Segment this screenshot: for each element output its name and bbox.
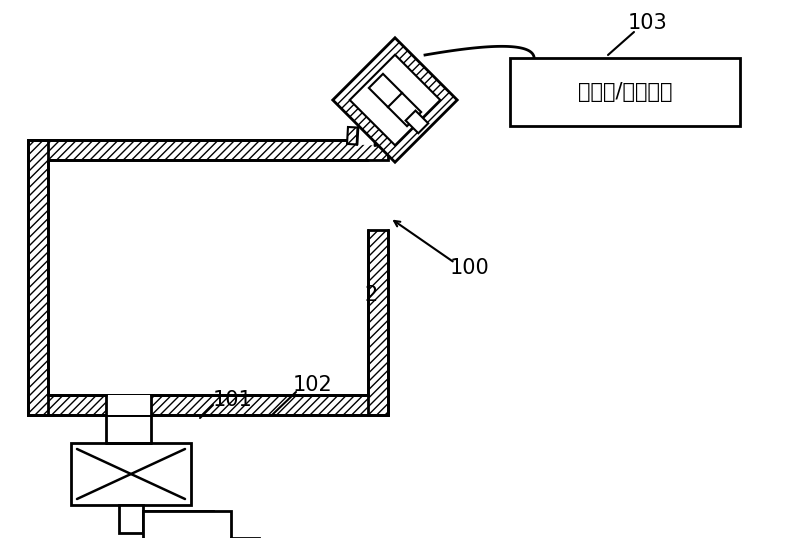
Polygon shape: [28, 140, 388, 160]
Text: 101: 101: [213, 390, 253, 410]
Text: 103: 103: [628, 13, 668, 33]
Text: 动力源/显示装置: 动力源/显示装置: [578, 82, 672, 102]
Bar: [406, 111, 428, 133]
Bar: [71, 443, 191, 505]
Text: 102: 102: [293, 375, 333, 395]
Polygon shape: [28, 140, 48, 415]
Bar: [48, 160, 368, 395]
Polygon shape: [106, 395, 151, 415]
Bar: [333, 38, 458, 162]
Polygon shape: [375, 129, 386, 146]
Text: 100: 100: [450, 258, 490, 278]
Bar: [350, 55, 440, 145]
Polygon shape: [368, 230, 388, 415]
Bar: [143, 511, 213, 533]
Text: 2: 2: [365, 285, 378, 305]
Bar: [143, 511, 231, 538]
Polygon shape: [347, 127, 358, 145]
Bar: [119, 505, 143, 533]
Bar: [510, 58, 740, 126]
Polygon shape: [28, 395, 388, 415]
Polygon shape: [357, 128, 376, 145]
Bar: [369, 74, 421, 126]
